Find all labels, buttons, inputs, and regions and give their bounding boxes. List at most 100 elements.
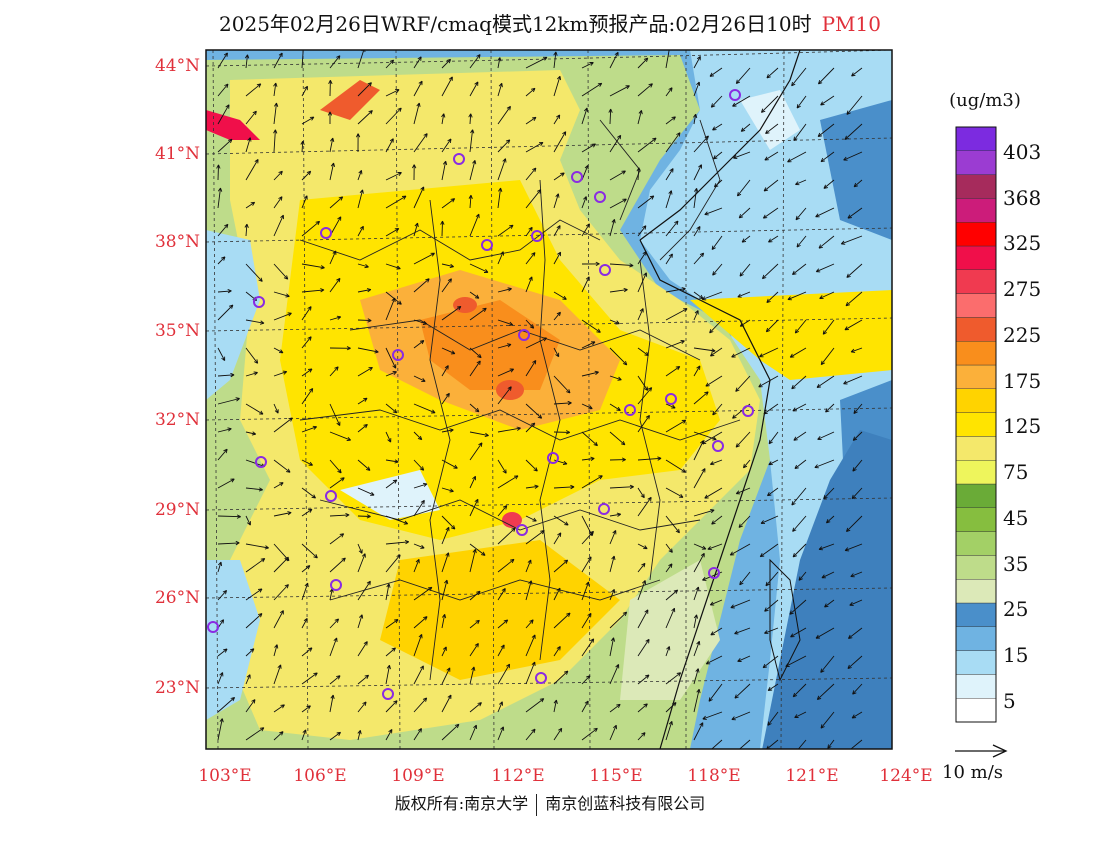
wind-arrow: [609, 611, 628, 629]
wind-arrow: [469, 619, 480, 629]
wind-arrow: [665, 220, 679, 237]
wind-arrow: [385, 263, 401, 270]
wind-arrow: [357, 110, 373, 125]
latitude-label: 44°N: [154, 56, 200, 76]
wind-arrow: [581, 223, 590, 237]
colorbar-label: 15: [1003, 643, 1029, 667]
wind-arrow: [665, 646, 671, 657]
wind-arrow: [730, 599, 751, 609]
wind-arrow: [413, 459, 425, 471]
wind-arrow: [217, 561, 223, 573]
wind-arrow: [766, 291, 779, 304]
wind-arrow: [581, 612, 592, 629]
wind-arrow: [764, 599, 779, 612]
city-marker: [255, 456, 267, 468]
colorbar-swatch: [955, 507, 997, 532]
wind-arrow: [357, 553, 366, 573]
wind-arrow: [469, 666, 476, 685]
wind-arrow: [441, 723, 460, 741]
city-marker: [729, 89, 741, 101]
wind-arrow: [273, 584, 289, 601]
wind-arrow: [637, 387, 653, 405]
wind-arrow: [413, 340, 425, 349]
wind-arrow: [734, 683, 751, 699]
wind-arrow: [693, 365, 701, 377]
wind-arrow: [329, 137, 335, 153]
wind-arrow: [245, 319, 265, 325]
wind-arrow: [693, 347, 716, 353]
wind-arrow: [329, 196, 344, 209]
wind-arrow: [301, 729, 307, 741]
latitude-label: 26°N: [154, 588, 200, 608]
colorbar-swatch: [955, 674, 997, 699]
wind-arrow: [581, 261, 600, 267]
wind-arrow: [553, 430, 571, 435]
wind-arrow: [273, 102, 279, 125]
city-marker: [516, 524, 528, 536]
wind-arrow: [710, 627, 723, 636]
wind-arrow: [708, 683, 723, 702]
wind-arrow: [609, 51, 619, 69]
wind-arrow: [792, 683, 807, 698]
wind-arrow: [850, 347, 863, 353]
wind-arrow: [413, 278, 430, 293]
wind-arrow: [217, 540, 240, 546]
wind-arrow: [739, 263, 751, 277]
wind-arrow: [245, 431, 257, 436]
wind-arrow: [329, 346, 351, 351]
wind-arrow: [737, 655, 751, 662]
wind-arrow: [793, 123, 807, 141]
wind-arrow: [665, 563, 673, 573]
wind-arrow: [637, 272, 647, 293]
wind-arrow: [216, 164, 221, 181]
wind-arrow: [791, 375, 807, 390]
wind-arrow: [737, 291, 751, 298]
wind-arrow: [357, 701, 367, 713]
wind-arrow: [525, 319, 535, 329]
colorbar-swatch: [955, 460, 997, 485]
wind-arrow: [791, 67, 807, 87]
wind-arrow: [553, 727, 563, 741]
wind-arrow: [301, 306, 312, 321]
wind-arrow: [693, 56, 701, 69]
wind-arrow: [818, 543, 835, 551]
wind-arrow: [851, 487, 863, 500]
wind-arrow: [411, 164, 417, 181]
wind-arrow: [497, 558, 515, 573]
wind-arrow: [712, 403, 723, 416]
pm10-colorbar: [955, 126, 997, 723]
wind-arrow: [821, 571, 835, 579]
wind-arrow: [245, 613, 263, 629]
wind-arrow: [794, 319, 807, 334]
copyright: 版权所有:南京大学 南京创蓝科技有限公司: [0, 790, 1100, 816]
wind-arrow: [665, 403, 676, 409]
wind-arrow: [525, 141, 544, 153]
wind-arrow: [217, 514, 241, 519]
wind-arrow: [497, 588, 506, 601]
wind-arrow: [217, 478, 235, 489]
colorbar-label: 45: [1003, 506, 1029, 530]
wind-arrow: [413, 616, 428, 629]
wind-arrow: [712, 263, 723, 276]
wind-arrow: [637, 415, 650, 433]
city-marker: [207, 621, 219, 633]
wind-arrow: [710, 347, 723, 357]
wind-arrow: [704, 207, 723, 216]
wind-arrow: [441, 160, 448, 181]
wind-arrow: [581, 143, 596, 153]
latitude-label: 38°N: [154, 232, 200, 252]
wind-arrow: [245, 83, 262, 97]
wind-arrow: [301, 288, 325, 293]
wind-arrow: [789, 347, 807, 358]
wind-arrow: [245, 487, 263, 492]
longitude-label: 109°E: [391, 766, 445, 786]
wind-arrow: [665, 720, 673, 741]
wind-arrow: [525, 337, 547, 349]
wind-arrow: [609, 403, 621, 411]
wind-arrow: [665, 487, 684, 498]
wind-arrow: [385, 583, 391, 601]
wind-arrow: [357, 288, 372, 293]
wind-arrow: [693, 614, 699, 629]
wind-arrow: [273, 403, 279, 414]
colorbar-swatch: [955, 317, 997, 342]
